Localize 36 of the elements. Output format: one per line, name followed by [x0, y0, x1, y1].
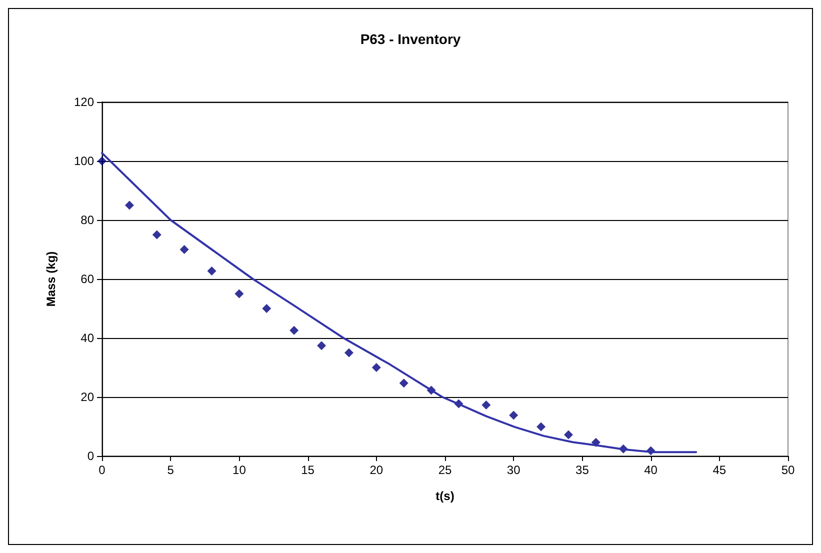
x-tick-label: 20 — [370, 463, 384, 477]
x-tick-label: 0 — [98, 463, 106, 477]
point — [180, 245, 189, 254]
y-axis-title: Mass (kg) — [44, 251, 58, 307]
point — [372, 363, 381, 372]
x-tick-label: 35 — [576, 463, 590, 477]
point — [124, 200, 134, 210]
y-tick-label: 20 — [80, 390, 94, 404]
y-tick-label: 120 — [74, 95, 94, 109]
point — [262, 304, 272, 313]
x-tick-label: 50 — [781, 463, 795, 477]
x-tick-label: 15 — [301, 463, 315, 477]
y-tick-label: 100 — [74, 154, 94, 168]
point — [207, 266, 216, 276]
point — [344, 348, 354, 358]
point — [317, 341, 326, 350]
x-tick-label: 45 — [712, 463, 726, 477]
point — [290, 326, 299, 335]
y-tick-label: 0 — [87, 449, 94, 463]
y-tick-label: 40 — [80, 331, 94, 345]
y-tick-label: 80 — [80, 213, 94, 227]
x-tick-label: 25 — [438, 463, 452, 477]
point — [509, 410, 518, 420]
point — [536, 422, 546, 432]
x-tick-label: 30 — [506, 463, 521, 477]
x-tick-label: 10 — [232, 463, 246, 477]
point — [482, 400, 491, 410]
point — [234, 289, 244, 298]
point — [564, 430, 573, 440]
x-tick-label: 5 — [167, 463, 174, 477]
y-tick-label: 60 — [80, 272, 94, 286]
point — [399, 378, 408, 388]
chart-title: P63 - Inventory — [360, 31, 461, 47]
x-axis-title: t(s) — [436, 489, 454, 503]
x-tick-label: 40 — [644, 463, 658, 477]
point — [152, 230, 162, 240]
